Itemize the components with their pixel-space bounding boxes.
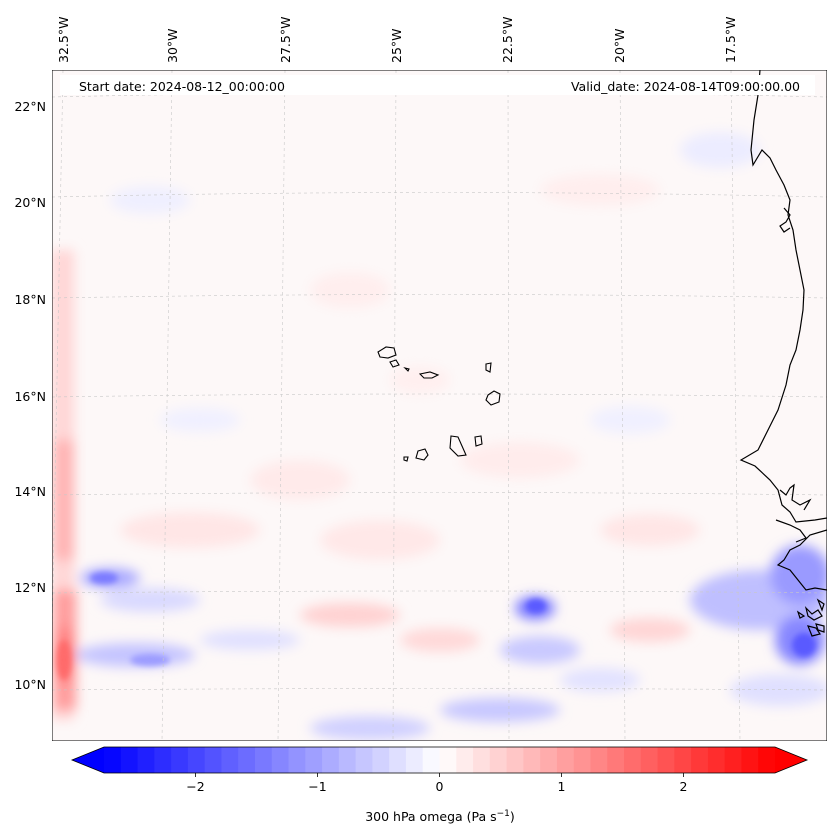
colorbar-cells <box>104 747 776 773</box>
island-maio <box>474 435 483 447</box>
colorbar-cell <box>590 747 608 773</box>
colorbar-cell <box>624 747 642 773</box>
island-santo-antao <box>377 346 397 359</box>
colorbar-tick-label: 1 <box>558 779 566 794</box>
latitude-labels: 22°N 20°N 18°N 16°N 14°N 12°N 10°N <box>14 99 46 692</box>
africa-coastline <box>739 70 827 523</box>
omega-field <box>52 132 827 740</box>
guinea-bissau-coast <box>776 529 827 591</box>
colorbar-cell <box>338 747 357 773</box>
colorbar-cell <box>607 747 625 773</box>
colorbar-cell <box>473 747 491 773</box>
island-sao-vicente <box>389 359 400 368</box>
colorbar-cell <box>221 747 239 773</box>
gambia-coast <box>779 483 812 511</box>
colorbar-cell <box>523 747 541 773</box>
colorbar-cell <box>238 747 256 773</box>
colorbar-tick-label: 2 <box>680 779 688 794</box>
colorbar-extend-high <box>775 747 807 773</box>
lat-label-18n: 18°N <box>14 292 46 307</box>
colorbar-cell <box>305 747 323 773</box>
island-brava <box>403 456 409 462</box>
colorbar-cell <box>271 747 290 773</box>
colorbar-tick-label: −1 <box>308 779 326 794</box>
colorbar-cell <box>741 747 759 773</box>
colorbar-cell <box>355 747 374 773</box>
colorbar-cell <box>405 747 424 773</box>
island-sal <box>485 362 492 373</box>
map-panel: Start date: 2024-08-12_00:00:00 Valid_da… <box>52 70 827 741</box>
colorbar-cell <box>254 747 273 773</box>
colorbar-cell <box>154 747 172 773</box>
lon-label-27-5w: 27.5°W <box>278 17 293 63</box>
lon-label-22-5w: 22.5°W <box>500 17 515 63</box>
lon-label-32-5w: 32.5°W <box>56 17 71 63</box>
lat-label-16n: 16°N <box>14 389 46 404</box>
colorbar-cell <box>456 747 474 773</box>
valid-date: Valid_date: 2024-08-14T09:00:00.00 <box>571 79 800 94</box>
colorbar: −2 −1 0 1 2 300 hPa omega (Pa s−1) <box>70 746 809 824</box>
colorbar-cell <box>758 747 776 773</box>
longitude-labels: 32.5°W 30°W 27.5°W 25°W 22.5°W 20°W 17.5… <box>56 17 738 63</box>
lat-label-14n: 14°N <box>14 484 46 499</box>
colorbar-extend-low <box>72 747 104 773</box>
colorbar-cell <box>556 747 575 773</box>
start-date: Start date: 2024-08-12_00:00:00 <box>79 79 285 94</box>
colorbar-cell <box>657 747 675 773</box>
colorbar-cell <box>137 747 155 773</box>
colorbar-label: 300 hPa omega (Pa s−1) <box>365 809 515 824</box>
lon-label-17-5w: 17.5°W <box>723 17 738 63</box>
colorbar-outline <box>70 746 809 774</box>
colorbar-cell <box>489 747 508 773</box>
colorbar-cell <box>707 747 726 773</box>
colorbar-cell <box>171 747 189 773</box>
colorbar-cell <box>204 747 223 773</box>
colorbar-cell <box>573 747 592 773</box>
lon-label-30w: 30°W <box>165 28 180 63</box>
colorbar-cell <box>372 747 390 773</box>
colorbar-cell <box>422 747 441 773</box>
lon-label-25w: 25°W <box>389 28 404 63</box>
colorbar-cell <box>288 747 306 773</box>
colorbar-ticks: −2 −1 0 1 2 <box>186 773 687 794</box>
colorbar-cell <box>104 747 122 773</box>
colorbar-cell <box>640 747 659 773</box>
island-santa-luzia <box>403 366 410 372</box>
colorbar-cell <box>187 747 206 773</box>
island-boa-vista <box>485 390 501 406</box>
lat-label-10n: 10°N <box>14 677 46 692</box>
lat-label-12n: 12°N <box>14 580 46 595</box>
colorbar-cell <box>389 747 407 773</box>
lon-label-20w: 20°W <box>612 28 627 63</box>
cape-verde-islands <box>377 346 501 462</box>
island-fogo <box>415 448 429 461</box>
coastlines <box>739 70 827 637</box>
colorbar-cell <box>439 747 457 773</box>
colorbar-tick-label: 0 <box>436 779 444 794</box>
island-sao-nicolau <box>418 371 440 379</box>
colorbar-cell <box>540 747 558 773</box>
colorbar-cell <box>506 747 524 773</box>
island-santiago <box>449 435 467 457</box>
colorbar-cell <box>691 747 709 773</box>
colorbar-cell <box>120 747 139 773</box>
colorbar-cell <box>322 747 340 773</box>
info-banner <box>60 75 815 95</box>
colorbar-cell <box>724 747 743 773</box>
colorbar-tick-label: −2 <box>186 779 204 794</box>
lat-label-20n: 20°N <box>14 195 46 210</box>
colorbar-cell <box>674 747 692 773</box>
lat-label-22n: 22°N <box>14 99 46 114</box>
